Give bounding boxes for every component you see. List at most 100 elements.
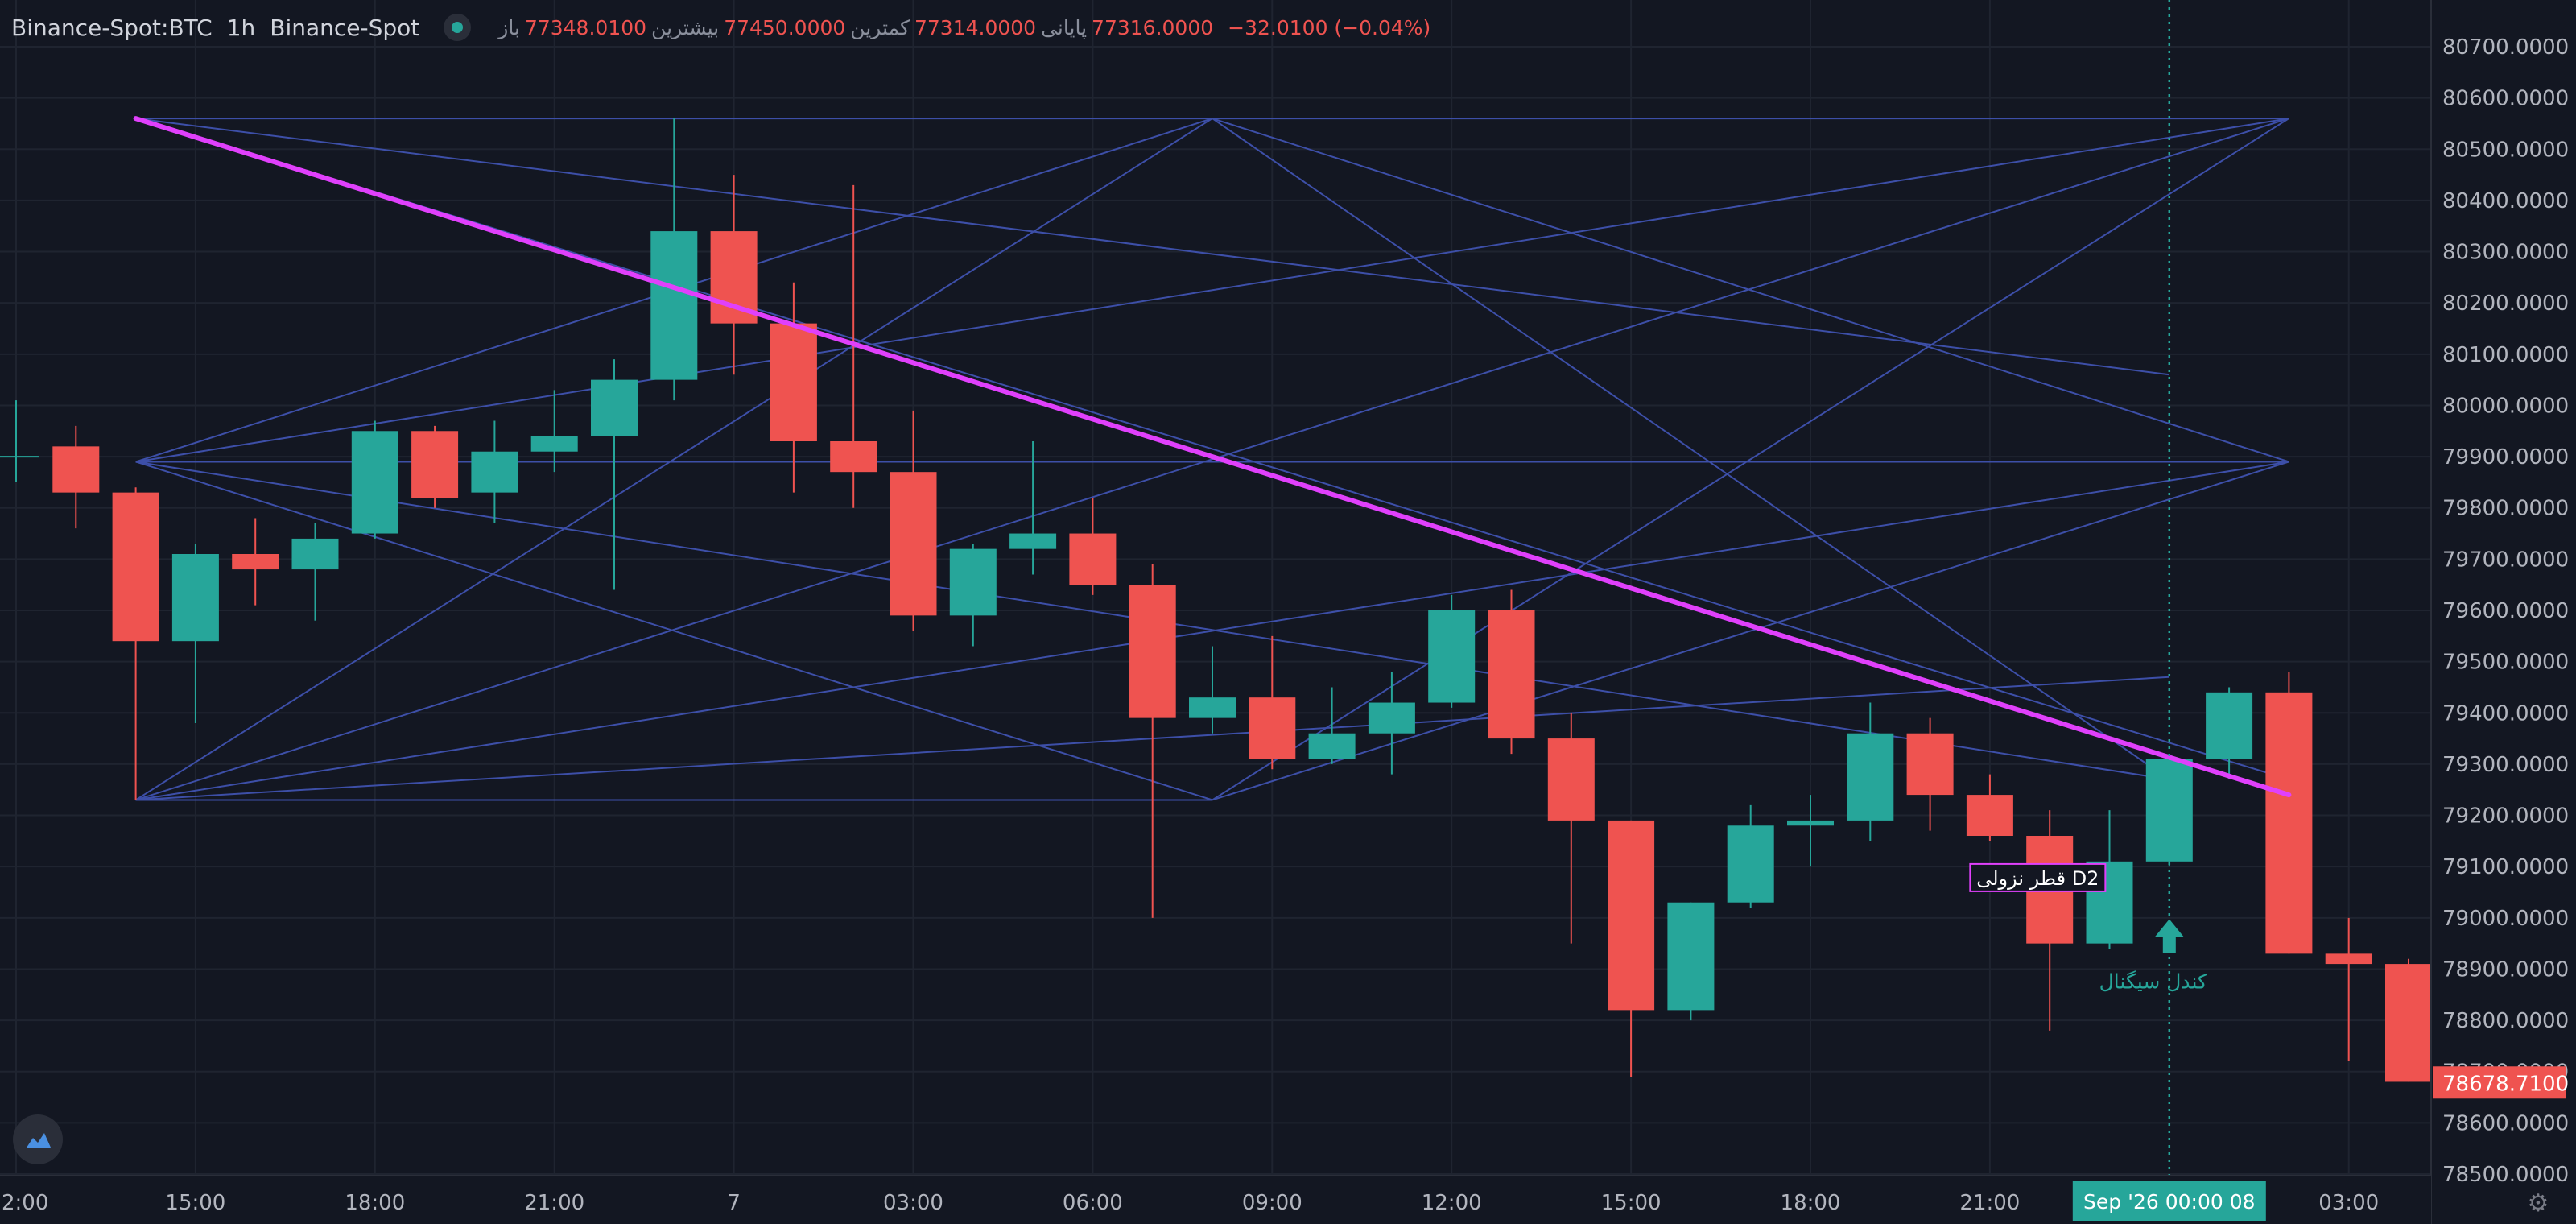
candle-up xyxy=(1368,672,1415,775)
candle-down xyxy=(112,487,159,800)
candle-up xyxy=(351,420,398,539)
candle-up xyxy=(291,523,339,621)
change-value: −32.0100 (−0.04%) xyxy=(1228,15,1431,39)
time-tick-label: 06:00 xyxy=(1063,1191,1123,1215)
gear-icon[interactable]: ⚙ xyxy=(2527,1189,2549,1218)
price-tick-label: 79900.0000 xyxy=(2442,445,2569,469)
candle-down xyxy=(2265,672,2313,954)
time-tick-label: 2:00 xyxy=(2,1191,48,1215)
candle-body xyxy=(351,431,398,534)
price-tick-label: 78600.0000 xyxy=(2442,1111,2569,1135)
timeframe[interactable]: 1h xyxy=(226,14,256,41)
open-label: باز xyxy=(498,15,520,39)
price-tick-label: 80100.0000 xyxy=(2442,343,2569,367)
exchange-name: Binance-Spot xyxy=(270,14,420,41)
candle-up xyxy=(949,544,997,647)
candle-up xyxy=(650,118,698,401)
price-tick-label: 80500.0000 xyxy=(2442,138,2569,162)
time-tick-label: 03:00 xyxy=(2318,1191,2379,1215)
candle-body xyxy=(291,538,339,570)
price-tick-label: 79400.0000 xyxy=(2442,701,2569,726)
candle-down xyxy=(1608,820,1655,1077)
close-value: 77316.0000 xyxy=(1092,15,1214,39)
candle-body xyxy=(52,446,100,493)
candle-up xyxy=(1787,795,1834,867)
visibility-icon[interactable] xyxy=(444,14,472,41)
close-label: پایانی xyxy=(1041,15,1088,39)
candle-body xyxy=(770,323,817,441)
time-axis-bg xyxy=(0,1176,2431,1224)
time-axis[interactable]: 2:00 15:00 18:00 21:00 7 03:00 06:00 09:00 12:00… xyxy=(0,1175,2431,1224)
candle-body xyxy=(591,379,638,436)
price-tick-label: 79500.0000 xyxy=(2442,651,2569,675)
candle-body xyxy=(112,492,159,642)
candle-body xyxy=(1129,585,1176,718)
symbol-name[interactable]: Binance-Spot:BTC xyxy=(11,14,213,41)
candle-down xyxy=(2385,958,2432,1082)
candle-body xyxy=(1906,733,1954,796)
candle-body xyxy=(2265,692,2313,954)
time-tick-label: 09:00 xyxy=(1242,1191,1302,1215)
candle-body xyxy=(1667,902,1715,1011)
candle-up xyxy=(1428,594,1476,708)
candle-body xyxy=(232,554,279,570)
price-tick-label: 79300.0000 xyxy=(2442,753,2569,777)
price-axis[interactable]: 80700.0000 80600.0000 80500.0000 80400.0000… xyxy=(2430,0,2576,1224)
candle-down xyxy=(830,184,877,508)
price-axis-bg xyxy=(2431,0,2576,1224)
candle-body xyxy=(530,436,578,452)
price-tick-label: 79100.0000 xyxy=(2442,855,2569,879)
crosshair-time-label: Sep '26 00:00 08 xyxy=(2083,1190,2256,1214)
trendline-line xyxy=(133,116,2292,798)
high-label: بیشترین xyxy=(651,15,720,39)
price-tick-label: 78800.0000 xyxy=(2442,1009,2569,1033)
candle-body xyxy=(2206,692,2253,759)
descending-trendline[interactable] xyxy=(133,116,2292,798)
candle-body xyxy=(1069,533,1117,585)
pattern-line xyxy=(1212,118,2289,463)
candle-body xyxy=(1368,702,1415,734)
candle-body xyxy=(1428,610,1476,703)
candle-up xyxy=(2206,687,2253,779)
pattern-line xyxy=(135,118,1213,801)
up-arrow-icon xyxy=(2154,919,2184,953)
last-price-label: 78678.7100 xyxy=(2442,1072,2569,1096)
candle-up xyxy=(471,420,518,523)
signal-candle-text: کندل سیگنال xyxy=(2099,970,2207,993)
candle-up xyxy=(530,390,578,473)
price-tick-label: 80200.0000 xyxy=(2442,292,2569,316)
candle-body xyxy=(1189,697,1236,718)
time-tick-label: 18:00 xyxy=(345,1191,405,1215)
price-tick-label: 79000.0000 xyxy=(2442,907,2569,931)
price-tick-label: 79200.0000 xyxy=(2442,804,2569,829)
candle-down xyxy=(770,282,817,493)
candle-body xyxy=(1787,820,1834,826)
candle-up xyxy=(1727,804,1774,908)
candle-body xyxy=(2325,953,2372,965)
candle-up xyxy=(1847,702,1894,842)
time-tick-label: 7 xyxy=(727,1191,741,1215)
candle-body xyxy=(1547,738,1595,821)
candle-body xyxy=(1009,533,1057,549)
pattern-line xyxy=(135,118,2289,780)
time-tick-label: 12:00 xyxy=(1422,1191,1482,1215)
candle-body xyxy=(650,231,698,380)
candle-down xyxy=(1249,635,1296,770)
candle-down xyxy=(1488,589,1535,755)
price-tick-label: 78900.0000 xyxy=(2442,957,2569,982)
price-tick-label: 80400.0000 xyxy=(2442,189,2569,213)
open-value: 77348.0100 xyxy=(524,15,647,39)
time-tick-label: 21:00 xyxy=(524,1191,584,1215)
low-value: 77314.0000 xyxy=(914,15,1037,39)
symbol-legend: Binance-Spot:BTC 1h Binance-Spot باز 773… xyxy=(11,11,1430,43)
cloud-logo-icon[interactable] xyxy=(13,1114,63,1164)
time-tick-label: 15:00 xyxy=(165,1191,225,1215)
pattern-line xyxy=(135,118,2169,376)
candle-up xyxy=(591,359,638,590)
candle-body xyxy=(1488,610,1535,739)
last-price-tag xyxy=(2433,1066,2566,1099)
candle-body xyxy=(2385,964,2432,1082)
time-tick-label: 21:00 xyxy=(1959,1191,2020,1215)
